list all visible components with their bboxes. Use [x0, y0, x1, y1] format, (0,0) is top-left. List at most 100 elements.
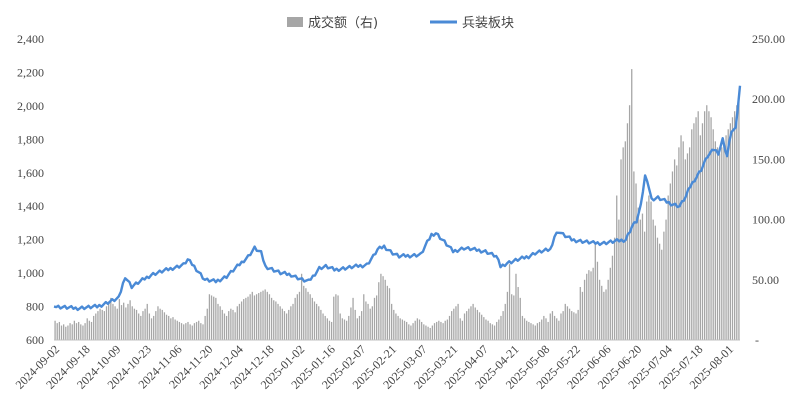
bar [491, 324, 494, 340]
bar [75, 323, 78, 340]
legend-line-label: 兵装板块 [462, 16, 514, 31]
bar [440, 321, 442, 340]
bar [622, 147, 624, 340]
bar [613, 237, 616, 340]
bar [504, 303, 506, 340]
bar [521, 315, 524, 340]
bar [311, 297, 313, 340]
bar [318, 306, 320, 340]
bar [714, 141, 716, 340]
bar [356, 318, 358, 340]
bar [513, 295, 515, 340]
bar [502, 311, 504, 340]
bar [178, 321, 181, 340]
bar [337, 295, 339, 340]
bar [350, 307, 352, 340]
bar [483, 317, 485, 340]
bar [412, 323, 414, 340]
bar [708, 111, 710, 341]
bar [590, 271, 592, 340]
y-left-tick-label: 600 [26, 333, 44, 347]
line-series [53, 85, 742, 312]
bar [611, 255, 614, 340]
bar [148, 313, 151, 340]
bar [646, 201, 648, 340]
bar [671, 171, 674, 340]
bar [161, 309, 163, 340]
bar [253, 295, 256, 340]
bar [260, 291, 262, 340]
bar [324, 315, 326, 340]
bar [453, 308, 455, 340]
bar [84, 323, 86, 340]
bar [198, 320, 200, 340]
bar [238, 303, 241, 340]
bar [682, 141, 684, 340]
bar [566, 306, 569, 340]
bar [391, 303, 393, 340]
bar [738, 101, 740, 340]
bar [549, 313, 551, 340]
y-left-tick-label: 800 [26, 300, 44, 314]
bar [517, 287, 519, 340]
bar [131, 306, 133, 340]
bar [93, 315, 95, 340]
bar [71, 324, 73, 340]
bar [185, 323, 187, 340]
bar [444, 320, 446, 340]
bar [406, 321, 408, 340]
y-left-tick-label: 1,000 [17, 266, 44, 280]
bar [144, 308, 146, 340]
bar [303, 285, 305, 340]
bar [603, 291, 605, 340]
bar [663, 231, 665, 340]
bar [283, 311, 286, 340]
bar [360, 311, 363, 340]
bar [373, 297, 376, 340]
bar [388, 288, 391, 340]
legend-bar-label: 成交额（右) [308, 15, 378, 31]
line-series-path [53, 85, 742, 312]
bar [255, 294, 258, 340]
bar [536, 323, 539, 340]
bar [313, 301, 316, 340]
bar [727, 129, 729, 340]
bar [375, 295, 378, 340]
bar [82, 325, 84, 340]
bar [658, 243, 661, 340]
bar [69, 323, 71, 340]
bar [710, 117, 712, 340]
bar [414, 320, 416, 340]
bar [418, 319, 421, 340]
bar [240, 301, 243, 340]
bar [534, 325, 536, 340]
bar [249, 294, 251, 340]
bar [673, 159, 676, 340]
bar [243, 299, 245, 340]
y-right-tick-label: - [755, 333, 759, 347]
bar [496, 321, 498, 340]
bar [699, 135, 701, 340]
bar [541, 319, 543, 340]
bar [275, 301, 277, 340]
bar [551, 311, 554, 340]
bar [363, 294, 365, 340]
bar [348, 315, 350, 340]
bar [277, 303, 279, 340]
bar [234, 312, 236, 340]
bar [341, 318, 343, 340]
bar [378, 282, 380, 340]
bar [232, 309, 234, 340]
bar [669, 183, 671, 340]
bar [157, 306, 159, 340]
y-axis-left: 600 800 1,000 1,200 1,400 1,600 1,800 2,000 2,20… [17, 32, 44, 347]
bar [215, 297, 217, 340]
y-axis-right: - 50.00 100.00 150.00 200.00 250.00 [752, 32, 785, 347]
bar [731, 117, 734, 340]
bar [322, 313, 324, 340]
bar [163, 312, 166, 340]
bar [369, 308, 371, 340]
bar [129, 300, 131, 340]
bar [474, 307, 476, 340]
y-right-tick-label: 250.00 [752, 32, 785, 46]
